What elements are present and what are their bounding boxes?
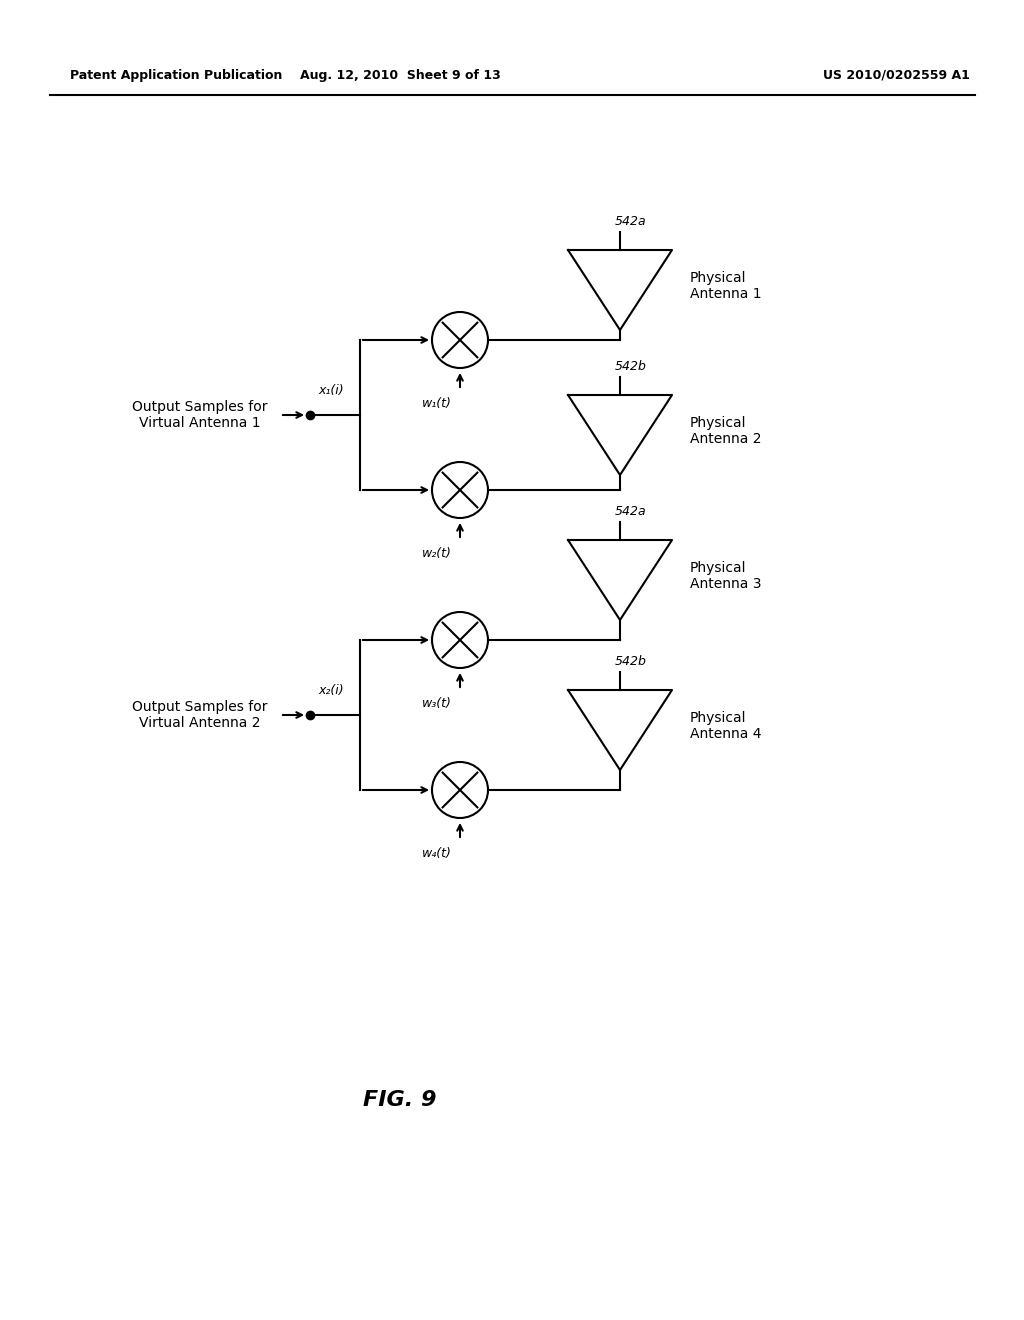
Text: Patent Application Publication: Patent Application Publication (70, 69, 283, 82)
Text: x₁(i): x₁(i) (318, 384, 344, 397)
Text: US 2010/0202559 A1: US 2010/0202559 A1 (823, 69, 970, 82)
Text: Output Samples for
Virtual Antenna 1: Output Samples for Virtual Antenna 1 (132, 400, 267, 430)
Text: Aug. 12, 2010  Sheet 9 of 13: Aug. 12, 2010 Sheet 9 of 13 (300, 69, 501, 82)
Text: Physical
Antenna 3: Physical Antenna 3 (690, 561, 762, 591)
Text: w₂(t): w₂(t) (422, 546, 452, 560)
Text: 542a: 542a (615, 215, 646, 228)
Text: w₁(t): w₁(t) (422, 397, 452, 411)
Text: Physical
Antenna 4: Physical Antenna 4 (690, 711, 762, 741)
Text: w₃(t): w₃(t) (422, 697, 452, 710)
Text: 542a: 542a (615, 506, 646, 517)
Text: 542b: 542b (615, 655, 647, 668)
Text: Output Samples for
Virtual Antenna 2: Output Samples for Virtual Antenna 2 (132, 700, 267, 730)
Text: Physical
Antenna 1: Physical Antenna 1 (690, 271, 762, 301)
Text: w₄(t): w₄(t) (422, 847, 452, 861)
Text: x₂(i): x₂(i) (318, 684, 344, 697)
Text: FIG. 9: FIG. 9 (364, 1090, 437, 1110)
Text: 542b: 542b (615, 360, 647, 374)
Text: Physical
Antenna 2: Physical Antenna 2 (690, 416, 762, 446)
